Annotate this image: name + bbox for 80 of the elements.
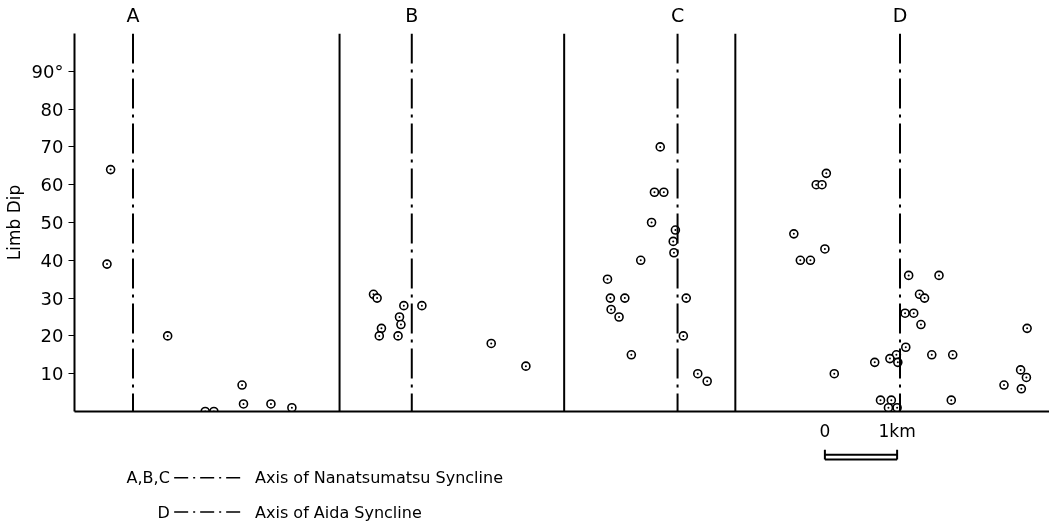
point [946, 395, 957, 405]
point [999, 380, 1009, 390]
point [668, 236, 679, 247]
text: Axis of Nanatsumatsu Syncline [255, 468, 503, 488]
point [606, 304, 616, 315]
text: A,B,C [126, 468, 170, 488]
point [681, 293, 692, 303]
point [908, 308, 919, 319]
point [934, 270, 944, 281]
ref-line-label: D [892, 3, 908, 26]
point [626, 350, 637, 360]
point [372, 293, 382, 303]
ref-line-label: A [126, 3, 140, 26]
point [266, 399, 276, 409]
point [789, 229, 799, 239]
point [1015, 365, 1026, 375]
y-tick-label: 80 [40, 98, 64, 120]
point [649, 187, 660, 198]
y-tick-label: 60 [40, 174, 64, 196]
point [817, 179, 827, 190]
point [396, 319, 406, 330]
point [885, 353, 895, 364]
text: Axis of Aida Syncline [255, 502, 422, 522]
x-tick-label: 0 [819, 420, 831, 441]
point [805, 255, 816, 266]
point [869, 357, 880, 368]
point [875, 395, 886, 405]
point [605, 293, 616, 303]
point [829, 368, 840, 379]
ref-line-label: B [405, 3, 419, 26]
point [900, 308, 910, 319]
point [903, 270, 914, 281]
point [916, 319, 926, 330]
y-tick-label: 40 [40, 249, 64, 271]
y-tick-label: 10 [40, 363, 64, 385]
point [655, 142, 666, 152]
point [237, 380, 247, 390]
ref-line-label: C [670, 3, 685, 26]
point [521, 361, 531, 371]
point [947, 350, 958, 360]
point [105, 164, 116, 175]
point [399, 300, 409, 311]
y-tick-label: 50 [40, 212, 64, 233]
y-tick-label: 90° [31, 60, 64, 82]
point [659, 187, 669, 198]
y-tick-label: 70 [40, 136, 64, 158]
point [692, 368, 703, 379]
point [886, 395, 897, 405]
point [417, 300, 427, 311]
x-tick-label: 1km [878, 420, 916, 441]
point [393, 331, 403, 341]
point [287, 402, 297, 412]
point [883, 402, 894, 412]
point [1021, 372, 1032, 383]
y-tick-label: 30 [40, 287, 64, 309]
point [926, 350, 937, 360]
point [162, 331, 173, 341]
point [102, 259, 112, 269]
point [635, 255, 646, 266]
point [394, 312, 405, 322]
point [1022, 323, 1032, 334]
point [669, 247, 679, 258]
point [238, 399, 249, 409]
point [646, 217, 657, 228]
y-axis-title: Limb Dip [3, 184, 24, 261]
point [678, 331, 689, 341]
point [820, 244, 830, 254]
text: D [157, 502, 170, 522]
point [614, 312, 624, 322]
point [602, 274, 613, 284]
point [821, 168, 832, 179]
point [1016, 384, 1027, 394]
point [620, 293, 630, 303]
point [486, 338, 497, 349]
point [374, 331, 385, 341]
point [919, 293, 930, 303]
y-tick-label: 20 [40, 325, 64, 347]
point [795, 255, 806, 266]
point [702, 376, 712, 387]
point [900, 342, 911, 353]
